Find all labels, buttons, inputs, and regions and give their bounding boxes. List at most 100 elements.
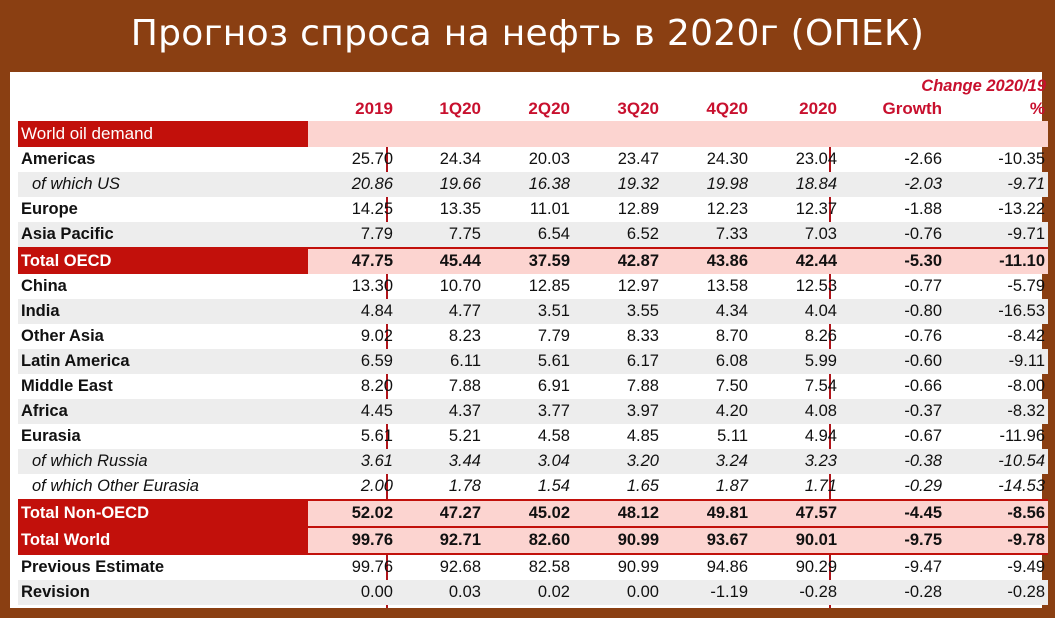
- table-cell: 2.00: [360, 477, 393, 495]
- table-cell: 13.35: [439, 200, 481, 218]
- table-cell: 3.20: [573, 449, 662, 474]
- column-header: 2020: [799, 99, 837, 118]
- table-cell: 19.66: [396, 172, 484, 197]
- table-cell: 13.58: [706, 277, 748, 295]
- table-cell: 3.97: [573, 399, 662, 424]
- table-cell: -8.00: [1007, 377, 1046, 395]
- table-cell: 3.55: [573, 299, 662, 324]
- table-cell: 4.58: [537, 427, 570, 445]
- table-cell: 6.11: [396, 349, 484, 374]
- table-cell: 8.23: [448, 327, 481, 345]
- table-cell: -0.80: [840, 299, 945, 324]
- table-cell: 1.54: [537, 477, 570, 495]
- table-cell: 0.02: [484, 580, 573, 605]
- table-cell: 92.68: [439, 558, 481, 576]
- row-label: Africa: [18, 399, 308, 424]
- table-cell: 12.23: [706, 200, 748, 218]
- table-cell: 7.75: [396, 222, 484, 248]
- table-row: China 13.30 10.70 12.85 12.97 13.58 12.53 -0.77…: [18, 274, 1048, 299]
- table-cell: -9.75: [840, 526, 945, 555]
- table-cell: -0.60: [840, 349, 945, 374]
- row-label: Europe: [21, 200, 78, 218]
- table-cell: 47.57: [751, 499, 840, 527]
- table-cell: 90.99: [617, 558, 659, 576]
- table-cell: 3.61: [308, 449, 396, 474]
- table-cell: 99.76: [308, 526, 396, 555]
- table-cell: 0.03: [396, 580, 484, 605]
- table-cell: 23.47: [617, 150, 659, 168]
- table-cell: 4.94: [804, 427, 837, 445]
- table-row: of which Russia 3.61 3.44 3.04 3.20 3.24 3.23-…: [18, 449, 1049, 474]
- table-cell: -10.35: [998, 150, 1046, 168]
- table-cell: 10.70: [439, 277, 481, 295]
- column-header: 3Q20: [617, 99, 659, 118]
- table-cell: -9.11: [945, 349, 1049, 374]
- table-cell: 48.12: [573, 499, 662, 527]
- table-cell: -0.77: [904, 277, 942, 295]
- table-cell: 5.61: [484, 349, 573, 374]
- change-header-row: Change 2020/19: [18, 76, 1048, 97]
- table-cell: -5.30: [840, 247, 945, 274]
- table-cell: 19.98: [662, 172, 751, 197]
- table-cell: -0.29: [904, 477, 942, 495]
- table-cell: -1.88: [904, 200, 942, 218]
- table-cell: 8.33: [626, 327, 659, 345]
- table-cell: 7.54: [804, 377, 837, 395]
- table-cell: 7.03: [751, 222, 840, 248]
- column-header: Growth: [882, 99, 943, 118]
- table-cell: 19.32: [573, 172, 662, 197]
- table-cell: 4.34: [662, 299, 751, 324]
- table-row: Revision 0.00 0.03 0.02 0.00 -1.19 -0.28 -0.28-…: [18, 580, 1049, 605]
- table-cell: 20.86: [308, 172, 396, 197]
- row-label: Eurasia: [21, 427, 81, 445]
- table-cell: -2.66: [904, 150, 942, 168]
- table-cell: 90.01: [751, 526, 840, 555]
- table-cell: 8.20: [360, 377, 393, 395]
- table-cell: 4.08: [751, 399, 840, 424]
- table-row: India 4.84 4.77 3.51 3.55 4.34 4.04 -0.80 -16.53: [18, 299, 1049, 324]
- table-cell: 37.59: [484, 247, 573, 274]
- table-cell: 1.78: [448, 477, 481, 495]
- table-cell: 90.29: [795, 558, 837, 576]
- table-cell: -0.76: [904, 327, 942, 345]
- table-cell: 6.52: [573, 222, 662, 248]
- table-cell: 6.59: [308, 349, 396, 374]
- table-cell: -11.96: [999, 427, 1046, 445]
- table-cell: 7.33: [662, 222, 751, 248]
- table-cell: 7.88: [626, 377, 659, 395]
- table-row: Latin America 6.59 6.11 5.61 6.17 6.08 5.99 -0.…: [18, 349, 1049, 374]
- table-row: of which US 20.86 19.66 16.38 19.32 19.98 18.8…: [18, 172, 1049, 197]
- change-label: Change 2020/19: [921, 77, 1047, 95]
- table-cell: 90.99: [573, 526, 662, 555]
- table-cell: -4.45: [840, 499, 945, 527]
- table-cell: 3.77: [484, 399, 573, 424]
- table-cell: 9.02: [360, 327, 393, 345]
- table-cell: 6.08: [662, 349, 751, 374]
- column-header: 2Q20: [528, 99, 570, 118]
- table-cell: -0.37: [840, 399, 945, 424]
- table-cell: -0.38: [840, 449, 945, 474]
- table-cell: 8.26: [804, 327, 837, 345]
- table-cell: 16.38: [484, 172, 573, 197]
- row-label: China: [21, 277, 67, 295]
- table-row: Americas 25.70 24.34 20.03 23.47 24.30 23.04 -2…: [18, 147, 1048, 172]
- table-cell: 24.30: [706, 150, 748, 168]
- table-row: Africa 4.45 4.37 3.77 3.97 4.20 4.08 -0.37 -8.32: [18, 399, 1049, 424]
- column-header: %: [1029, 99, 1046, 118]
- table-cell: 0.00: [573, 580, 662, 605]
- table-cell: -9.71: [945, 172, 1049, 197]
- table-cell: 3.51: [484, 299, 573, 324]
- row-label: Total World: [18, 526, 308, 555]
- table-cell: -0.76: [840, 222, 945, 248]
- table-cell: 1.71: [804, 477, 837, 495]
- table-cell: 4.85: [626, 427, 659, 445]
- table-cell: 6.91: [537, 377, 570, 395]
- table-cell: 4.45: [308, 399, 396, 424]
- row-label: Asia Pacific: [18, 222, 308, 248]
- table-cell: 12.53: [795, 277, 837, 295]
- row-label: Total OECD: [18, 247, 308, 274]
- table-cell: 25.70: [351, 150, 393, 168]
- row-label: Revision: [18, 580, 308, 605]
- table-cell: -2.03: [840, 172, 945, 197]
- table-row: Previous Estimate 99.76 92.68 82.58 90.99 94.…: [18, 554, 1048, 580]
